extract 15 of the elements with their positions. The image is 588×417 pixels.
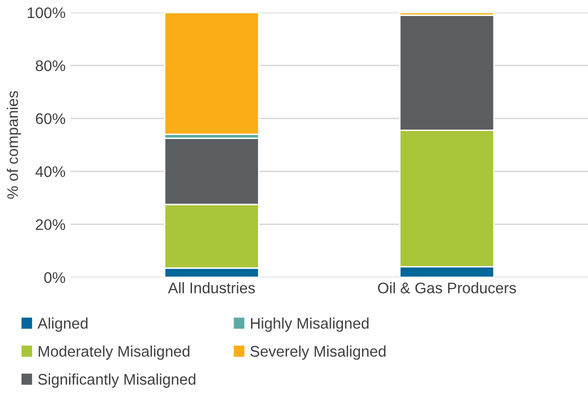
y-tick-label: 0% [44, 272, 66, 283]
bar [164, 12, 260, 136]
y-tick-label: 60% [36, 113, 66, 124]
legend-label: Highly Misaligned [251, 318, 369, 332]
x-tick-label: Oil & Gas Producers [378, 282, 516, 294]
legend-label: Significantly Misaligned [38, 374, 196, 388]
y-tick-label: 80% [36, 60, 66, 72]
legend-label: Aligned [38, 318, 88, 332]
x-tick-label: All Industries [168, 282, 255, 294]
legend-label: Severely Misaligned [250, 346, 386, 360]
legend-label: Moderately Misaligned [38, 346, 190, 360]
y-tick-label: 40% [35, 166, 66, 178]
y-axis-title: % of companies [6, 91, 22, 199]
y-tick-label: 20% [36, 219, 66, 230]
y-tick-label: 100% [28, 7, 66, 18]
